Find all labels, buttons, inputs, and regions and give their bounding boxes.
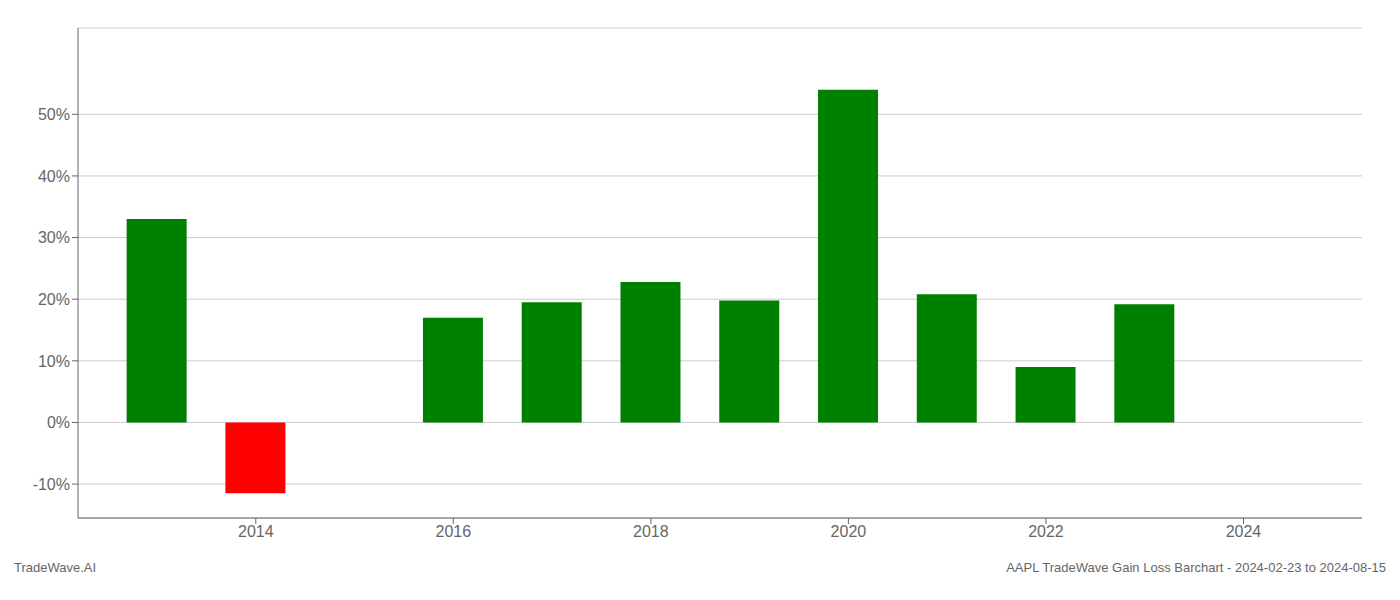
svg-text:30%: 30% [38, 229, 70, 246]
svg-text:2020: 2020 [831, 523, 867, 540]
svg-text:50%: 50% [38, 106, 70, 123]
svg-text:2014: 2014 [238, 523, 274, 540]
svg-text:2018: 2018 [633, 523, 669, 540]
svg-text:0%: 0% [47, 414, 70, 431]
svg-text:2024: 2024 [1226, 523, 1262, 540]
svg-text:2016: 2016 [436, 523, 472, 540]
svg-text:20%: 20% [38, 291, 70, 308]
html-text:AAPL TradeWave Gain Loss Barch: AAPL TradeWave Gain Loss Barchart - 2024… [1006, 560, 1386, 575]
html-text:TradeWave.AI: TradeWave.AI [14, 560, 97, 575]
svg-text:2022: 2022 [1028, 523, 1064, 540]
svg-text:-10%: -10% [33, 476, 70, 493]
svg-text:40%: 40% [38, 168, 70, 185]
svg-text:10%: 10% [38, 353, 70, 370]
